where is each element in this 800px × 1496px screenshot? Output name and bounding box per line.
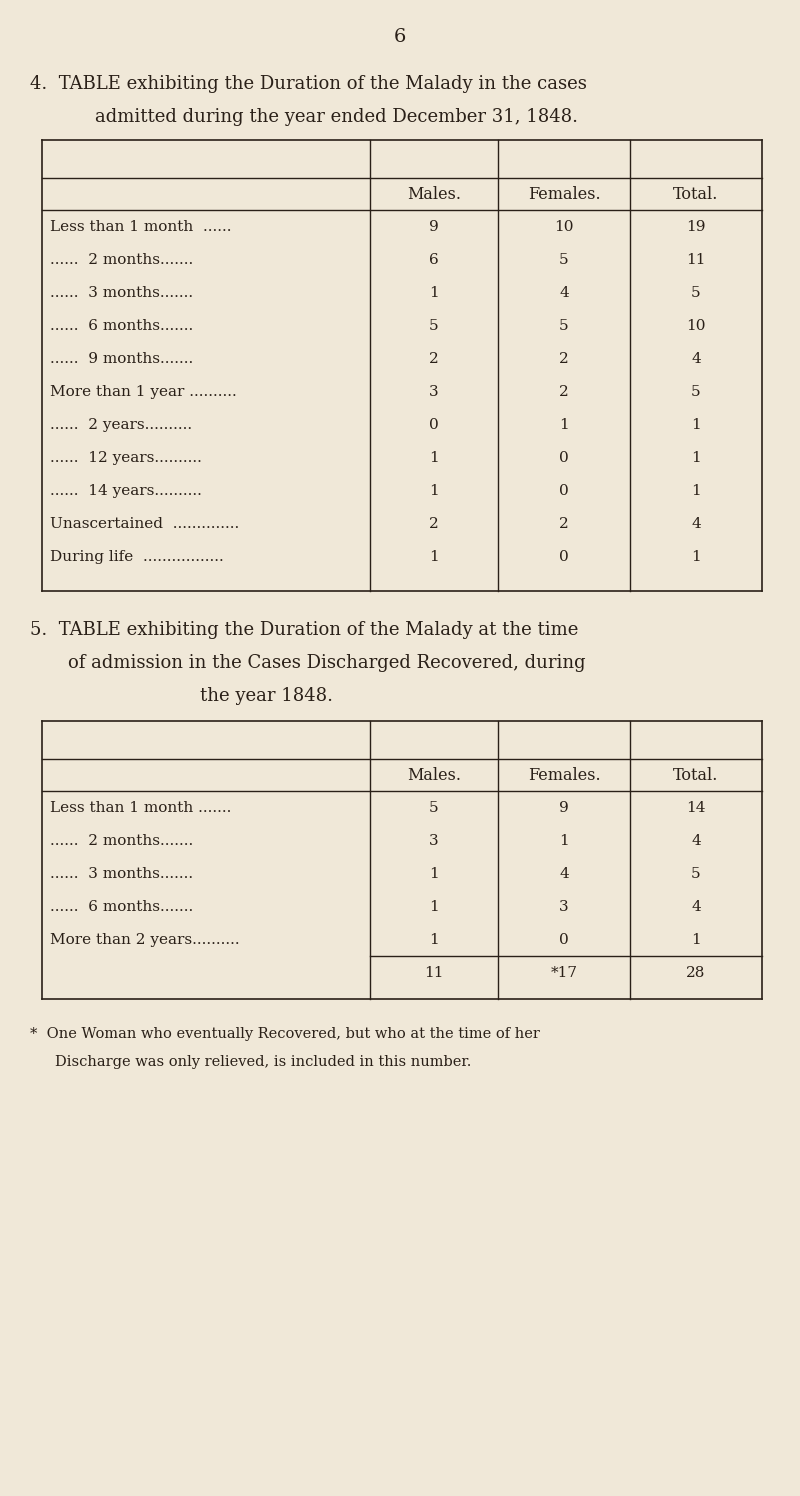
- Text: 3: 3: [429, 384, 439, 398]
- Text: 2: 2: [559, 516, 569, 531]
- Text: 0: 0: [559, 450, 569, 464]
- Text: 10: 10: [686, 319, 706, 332]
- Text: 9: 9: [559, 800, 569, 814]
- Text: ......  3 months.......: ...... 3 months.......: [50, 866, 193, 881]
- Text: 11: 11: [686, 253, 706, 266]
- Text: 1: 1: [691, 483, 701, 498]
- Text: 5: 5: [559, 319, 569, 332]
- Text: ......  2 years..........: ...... 2 years..........: [50, 417, 192, 431]
- Text: 5: 5: [429, 800, 439, 814]
- Text: 0: 0: [559, 932, 569, 947]
- Text: 2: 2: [559, 384, 569, 398]
- Text: the year 1848.: the year 1848.: [200, 687, 333, 705]
- Text: admitted during the year ended December 31, 1848.: admitted during the year ended December …: [95, 108, 578, 126]
- Text: *  One Woman who eventually Recovered, but who at the time of her: * One Woman who eventually Recovered, bu…: [30, 1026, 540, 1041]
- Text: 2: 2: [429, 516, 439, 531]
- Text: of admission in the Cases Discharged Recovered, during: of admission in the Cases Discharged Rec…: [68, 654, 586, 672]
- Text: 1: 1: [429, 899, 439, 914]
- Text: 4: 4: [691, 899, 701, 914]
- Text: More than 2 years..........: More than 2 years..........: [50, 932, 240, 947]
- Text: 6: 6: [429, 253, 439, 266]
- Text: 1: 1: [691, 932, 701, 947]
- Text: More than 1 year ..........: More than 1 year ..........: [50, 384, 237, 398]
- Text: 5: 5: [691, 286, 701, 299]
- Text: 0: 0: [429, 417, 439, 431]
- Text: 4: 4: [559, 286, 569, 299]
- Text: Total.: Total.: [674, 766, 718, 784]
- Text: 1: 1: [429, 932, 439, 947]
- Text: 2: 2: [559, 352, 569, 365]
- Text: Less than 1 month  ......: Less than 1 month ......: [50, 220, 231, 233]
- Text: ......  9 months.......: ...... 9 months.......: [50, 352, 194, 365]
- Text: *17: *17: [550, 965, 578, 980]
- Text: 0: 0: [559, 549, 569, 564]
- Text: 1: 1: [429, 483, 439, 498]
- Text: 1: 1: [691, 417, 701, 431]
- Text: 3: 3: [559, 899, 569, 914]
- Text: 19: 19: [686, 220, 706, 233]
- Text: Total.: Total.: [674, 186, 718, 202]
- Text: 1: 1: [691, 450, 701, 464]
- Text: 1: 1: [429, 866, 439, 881]
- Text: 9: 9: [429, 220, 439, 233]
- Text: Females.: Females.: [528, 766, 600, 784]
- Text: 3: 3: [429, 833, 439, 848]
- Text: 4: 4: [691, 516, 701, 531]
- Text: 1: 1: [429, 549, 439, 564]
- Text: Males.: Males.: [407, 186, 461, 202]
- Text: 14: 14: [686, 800, 706, 814]
- Text: Discharge was only relieved, is included in this number.: Discharge was only relieved, is included…: [55, 1055, 471, 1070]
- Text: ......  6 months.......: ...... 6 months.......: [50, 899, 194, 914]
- Text: 28: 28: [686, 965, 706, 980]
- Text: Females.: Females.: [528, 186, 600, 202]
- Text: 5: 5: [691, 384, 701, 398]
- Text: 0: 0: [559, 483, 569, 498]
- Text: During life  .................: During life .................: [50, 549, 224, 564]
- Text: Unascertained  ..............: Unascertained ..............: [50, 516, 239, 531]
- Text: 5: 5: [559, 253, 569, 266]
- Text: 1: 1: [429, 450, 439, 464]
- Text: 10: 10: [554, 220, 574, 233]
- Text: 5.  TABLE exhibiting the Duration of the Malady at the time: 5. TABLE exhibiting the Duration of the …: [30, 621, 578, 639]
- Text: 11: 11: [424, 965, 444, 980]
- Text: ......  2 months.......: ...... 2 months.......: [50, 253, 194, 266]
- Text: 6: 6: [394, 28, 406, 46]
- Text: 4: 4: [559, 866, 569, 881]
- Text: ......  14 years..........: ...... 14 years..........: [50, 483, 202, 498]
- Text: 4: 4: [691, 352, 701, 365]
- Text: 2: 2: [429, 352, 439, 365]
- Text: ......  12 years..........: ...... 12 years..........: [50, 450, 202, 464]
- Text: 4: 4: [691, 833, 701, 848]
- Text: Males.: Males.: [407, 766, 461, 784]
- Text: 1: 1: [691, 549, 701, 564]
- Text: ......  6 months.......: ...... 6 months.......: [50, 319, 194, 332]
- Text: 1: 1: [559, 833, 569, 848]
- Text: 5: 5: [691, 866, 701, 881]
- Text: ......  3 months.......: ...... 3 months.......: [50, 286, 193, 299]
- Text: 5: 5: [429, 319, 439, 332]
- Text: 1: 1: [429, 286, 439, 299]
- Text: ......  2 months.......: ...... 2 months.......: [50, 833, 194, 848]
- Text: 4.  TABLE exhibiting the Duration of the Malady in the cases: 4. TABLE exhibiting the Duration of the …: [30, 75, 587, 93]
- Text: Less than 1 month .......: Less than 1 month .......: [50, 800, 231, 814]
- Text: 1: 1: [559, 417, 569, 431]
